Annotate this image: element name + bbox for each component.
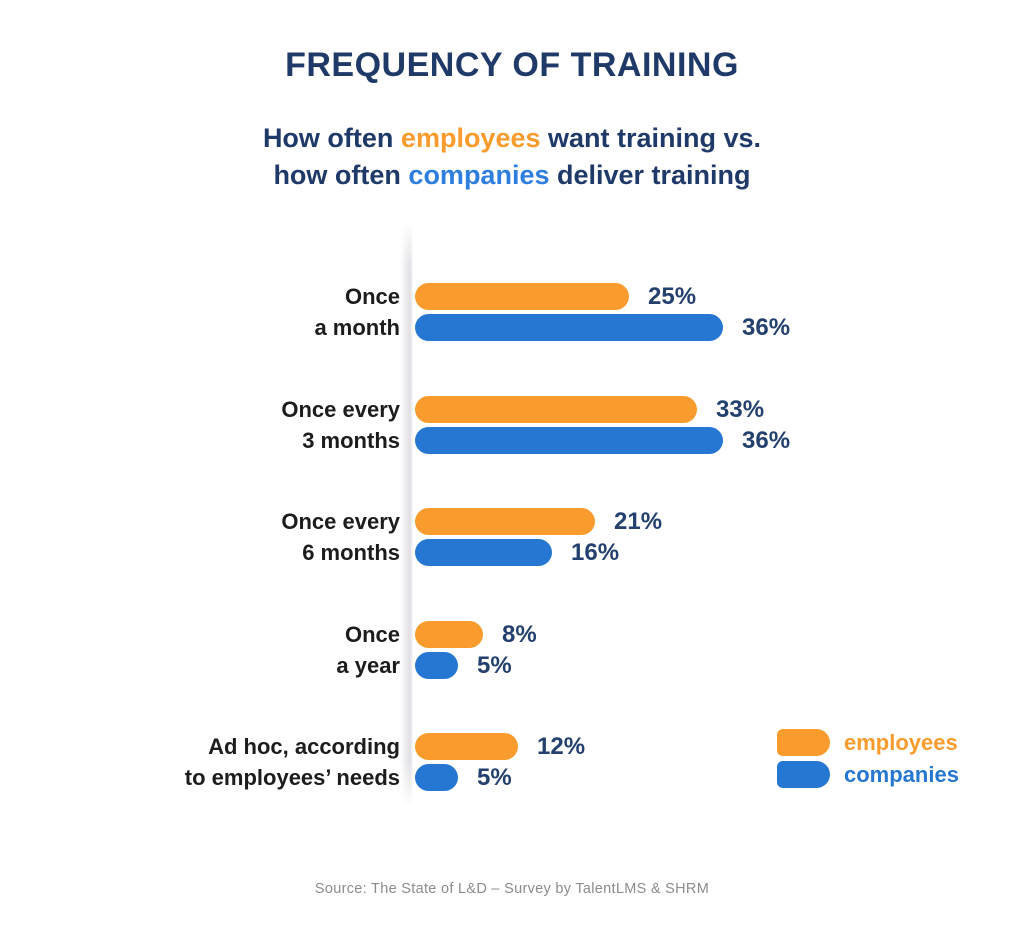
category-label: Once a month xyxy=(314,284,400,340)
employees-value-label: 12% xyxy=(537,732,586,760)
legend-label-employees: employees xyxy=(844,729,958,755)
legend-item-companies: companies xyxy=(777,761,959,788)
employees-value-label: 8% xyxy=(502,620,537,648)
companies-value-label: 36% xyxy=(742,313,791,341)
employees-value-label: 33% xyxy=(716,395,765,423)
subtitle-text: deliver training xyxy=(549,160,751,190)
companies-bar xyxy=(415,539,552,566)
source-citation: Source: The State of L&D – Survey by Tal… xyxy=(314,881,710,897)
companies-value-label: 5% xyxy=(477,763,512,791)
page-title: FREQUENCY OF TRAINING xyxy=(285,46,739,84)
companies-swatch-icon xyxy=(777,761,830,788)
employees-bar xyxy=(415,733,518,760)
subtitle-text: how often xyxy=(273,160,409,190)
companies-bar xyxy=(415,652,458,679)
chart-subtitle: How often employees want training vs. ho… xyxy=(0,120,1024,194)
legend: employees companies xyxy=(777,729,959,793)
legend-label-companies: companies xyxy=(844,761,959,787)
subtitle-text: want training vs. xyxy=(540,123,762,153)
category-label: Once every 6 months xyxy=(281,509,400,565)
axis-divider xyxy=(400,222,413,807)
companies-value-label: 16% xyxy=(571,538,620,566)
category-label: Ad hoc, according to employees’ needs xyxy=(184,734,400,790)
companies-bar xyxy=(415,427,723,454)
category-label: Once every 3 months xyxy=(281,397,400,453)
employees-bar xyxy=(415,621,483,648)
subtitle-accent-employees: employees xyxy=(400,123,541,153)
subtitle-line-1: How often employees want training vs. xyxy=(0,120,1024,157)
companies-bar xyxy=(415,314,723,341)
employees-value-label: 21% xyxy=(614,507,663,535)
category-label: Once a year xyxy=(336,622,400,678)
subtitle-line-2: how often companies deliver training xyxy=(0,157,1024,194)
employees-bar xyxy=(415,283,629,310)
subtitle-accent-companies: companies xyxy=(408,160,550,190)
companies-value-label: 5% xyxy=(477,651,512,679)
employees-bar xyxy=(415,396,697,423)
companies-value-label: 36% xyxy=(742,426,791,454)
companies-bar xyxy=(415,764,458,791)
subtitle-text: How often xyxy=(262,123,401,153)
employees-swatch-icon xyxy=(777,729,830,756)
employees-value-label: 25% xyxy=(648,282,697,310)
legend-item-employees: employees xyxy=(777,729,959,756)
employees-bar xyxy=(415,508,595,535)
